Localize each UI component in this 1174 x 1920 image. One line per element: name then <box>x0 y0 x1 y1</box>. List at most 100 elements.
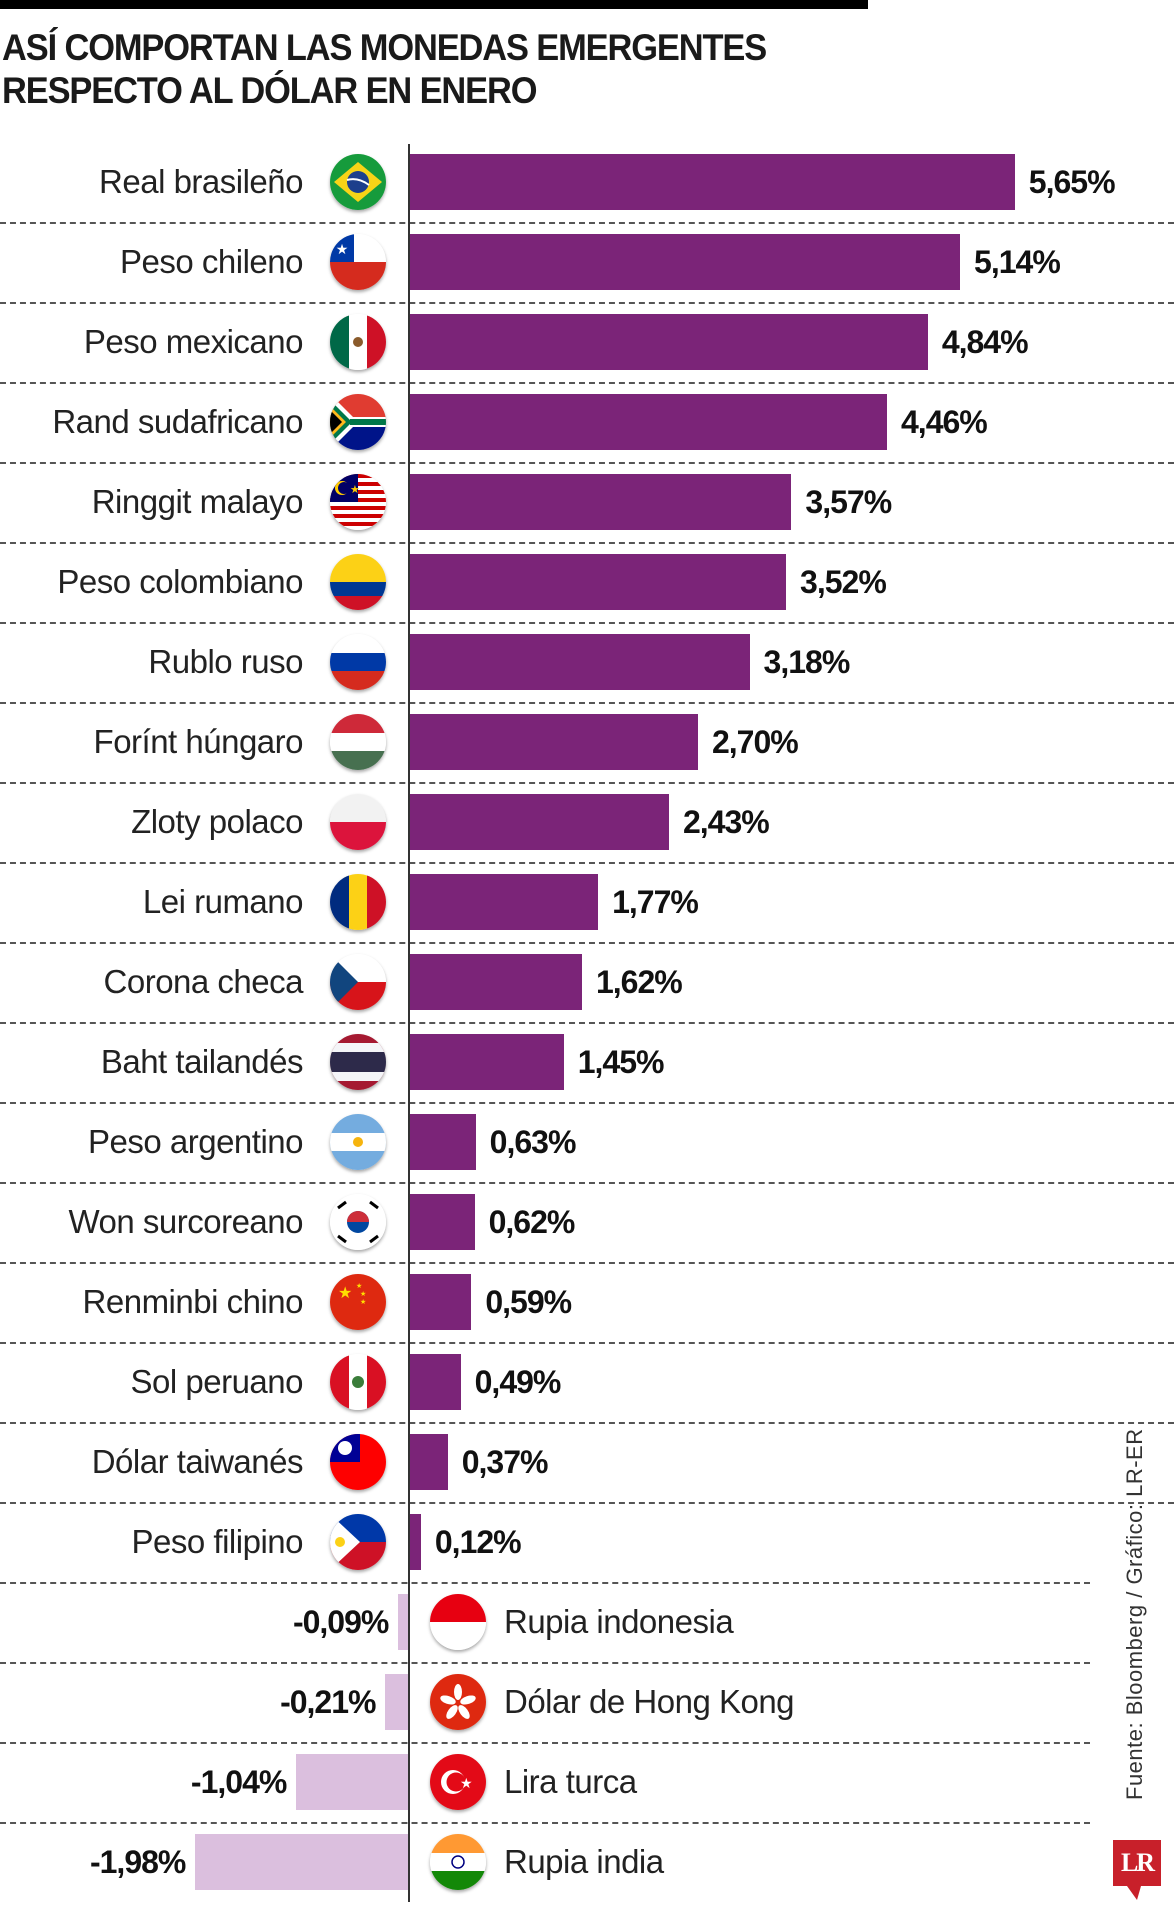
category-label: Ringgit malayo <box>91 483 304 520</box>
flag-china-icon: ★ ★ ★ ★ <box>330 1274 386 1330</box>
chart-title: ASÍ COMPORTAN LAS MONEDAS EMERGENTES RES… <box>2 26 767 112</box>
row-separator <box>0 382 1174 384</box>
data-label: 3,18% <box>763 644 851 680</box>
bar-2 <box>408 314 928 370</box>
data-label: 3,57% <box>805 484 892 520</box>
category-label: Real brasileño <box>99 163 303 200</box>
title-line-2: RESPECTO AL DÓLAR EN ENERO <box>2 70 537 111</box>
category-label: Renminbi chino <box>82 1283 304 1320</box>
category-label: Sol peruano <box>130 1363 304 1400</box>
svg-text:★: ★ <box>360 1290 366 1298</box>
row-separator <box>0 302 1174 304</box>
bar-13 <box>408 1194 475 1250</box>
row-separator <box>0 1742 1090 1744</box>
bar-19 <box>385 1674 408 1730</box>
flag-malaysia-icon: ★ <box>330 474 386 530</box>
flag-argentina-icon <box>330 1114 386 1170</box>
data-label: 1,62% <box>595 964 683 1000</box>
category-label: Rand sudafricano <box>52 403 303 440</box>
data-label: 3,52% <box>800 564 887 600</box>
bar-21 <box>195 1834 408 1890</box>
row-separator <box>0 542 1174 544</box>
data-label: 0,59% <box>485 1284 572 1320</box>
category-label: Peso filipino <box>131 1523 304 1560</box>
flag-india-icon <box>430 1834 486 1890</box>
category-label: Peso argentino <box>88 1123 304 1160</box>
flag-czechia-icon <box>330 954 386 1010</box>
data-label: 0,62% <box>488 1204 576 1240</box>
row-separator <box>0 702 1174 704</box>
flag-brazil-icon <box>330 154 386 210</box>
bar-4 <box>408 474 792 530</box>
data-label: 0,49% <box>474 1364 562 1400</box>
bar-7 <box>408 714 698 770</box>
data-label: 2,43% <box>682 804 770 840</box>
bar-14 <box>408 1274 472 1330</box>
flag-mexico-icon <box>330 314 386 370</box>
row-separator <box>0 1822 1090 1824</box>
flag-russia-icon <box>330 634 386 690</box>
row-separator <box>0 942 1174 944</box>
data-label: -1,04% <box>190 1764 287 1800</box>
svg-text:★: ★ <box>356 1282 362 1290</box>
category-label: Lei rumano <box>142 883 304 920</box>
flag-turkey-icon: ★ <box>430 1754 486 1810</box>
row-separator <box>0 1102 1174 1104</box>
data-label: -0,21% <box>280 1684 376 1720</box>
category-label: Peso chileno <box>120 243 303 280</box>
data-label: 1,45% <box>577 1044 665 1080</box>
data-label: 1,77% <box>612 884 699 920</box>
flag-peru-icon <box>330 1354 386 1410</box>
category-label: Peso colombiano <box>57 563 303 600</box>
row-separator <box>0 1662 1090 1664</box>
svg-text:★: ★ <box>336 241 349 257</box>
category-label: Baht tailandés <box>100 1043 304 1080</box>
flag-hong-kong-icon <box>430 1674 486 1730</box>
bar-8 <box>408 794 669 850</box>
bar-1 <box>408 234 961 290</box>
bar-9 <box>408 874 599 930</box>
row-separator <box>0 1502 1174 1504</box>
row-separator <box>0 782 1174 784</box>
data-label: 4,46% <box>901 404 988 440</box>
title-line-1: ASÍ COMPORTAN LAS MONEDAS EMERGENTES <box>2 27 767 68</box>
data-label: -0,09% <box>292 1604 389 1640</box>
flag-south-korea-icon <box>330 1194 386 1250</box>
bar-17 <box>408 1514 421 1570</box>
svg-text:★: ★ <box>460 1775 473 1791</box>
flag-hungary-icon <box>330 714 386 770</box>
data-label: 0,37% <box>461 1444 549 1480</box>
row-separator <box>0 1182 1174 1184</box>
row-separator <box>0 1582 1090 1584</box>
row-separator <box>0 1422 1174 1424</box>
svg-text:★: ★ <box>360 1298 366 1306</box>
category-label: Won surcoreano <box>68 1203 303 1240</box>
source-note: Fuente: Bloomberg / Gráfico: LR-ER <box>1122 1428 1147 1800</box>
bar-6 <box>408 634 750 690</box>
flag-south-africa-icon <box>330 394 386 450</box>
category-label: Lira turca <box>504 1763 637 1800</box>
flag-thailand-icon <box>330 1034 386 1090</box>
bar-5 <box>408 554 787 610</box>
flag-chile-icon: ★ <box>330 234 386 290</box>
flag-taiwan-icon <box>330 1434 386 1490</box>
category-label: Zloty polaco <box>131 803 303 840</box>
flag-poland-icon <box>330 794 386 850</box>
category-label: Peso mexicano <box>83 323 304 360</box>
row-separator <box>0 462 1174 464</box>
row-separator <box>0 1022 1174 1024</box>
row-separator <box>0 1342 1174 1344</box>
flag-colombia-icon <box>330 554 386 610</box>
bar-12 <box>408 1114 476 1170</box>
top-rule <box>0 0 868 9</box>
data-label: -1,98% <box>89 1844 186 1880</box>
data-label: 5,14% <box>974 244 1061 280</box>
svg-text:★: ★ <box>350 484 360 496</box>
row-separator <box>0 622 1174 624</box>
category-label: Corona checa <box>103 963 304 1000</box>
bar-3 <box>408 394 887 450</box>
zero-axis-line <box>408 144 410 1902</box>
flag-indonesia-icon <box>430 1594 486 1650</box>
flag-romania-icon <box>330 874 386 930</box>
bar-11 <box>408 1034 564 1090</box>
